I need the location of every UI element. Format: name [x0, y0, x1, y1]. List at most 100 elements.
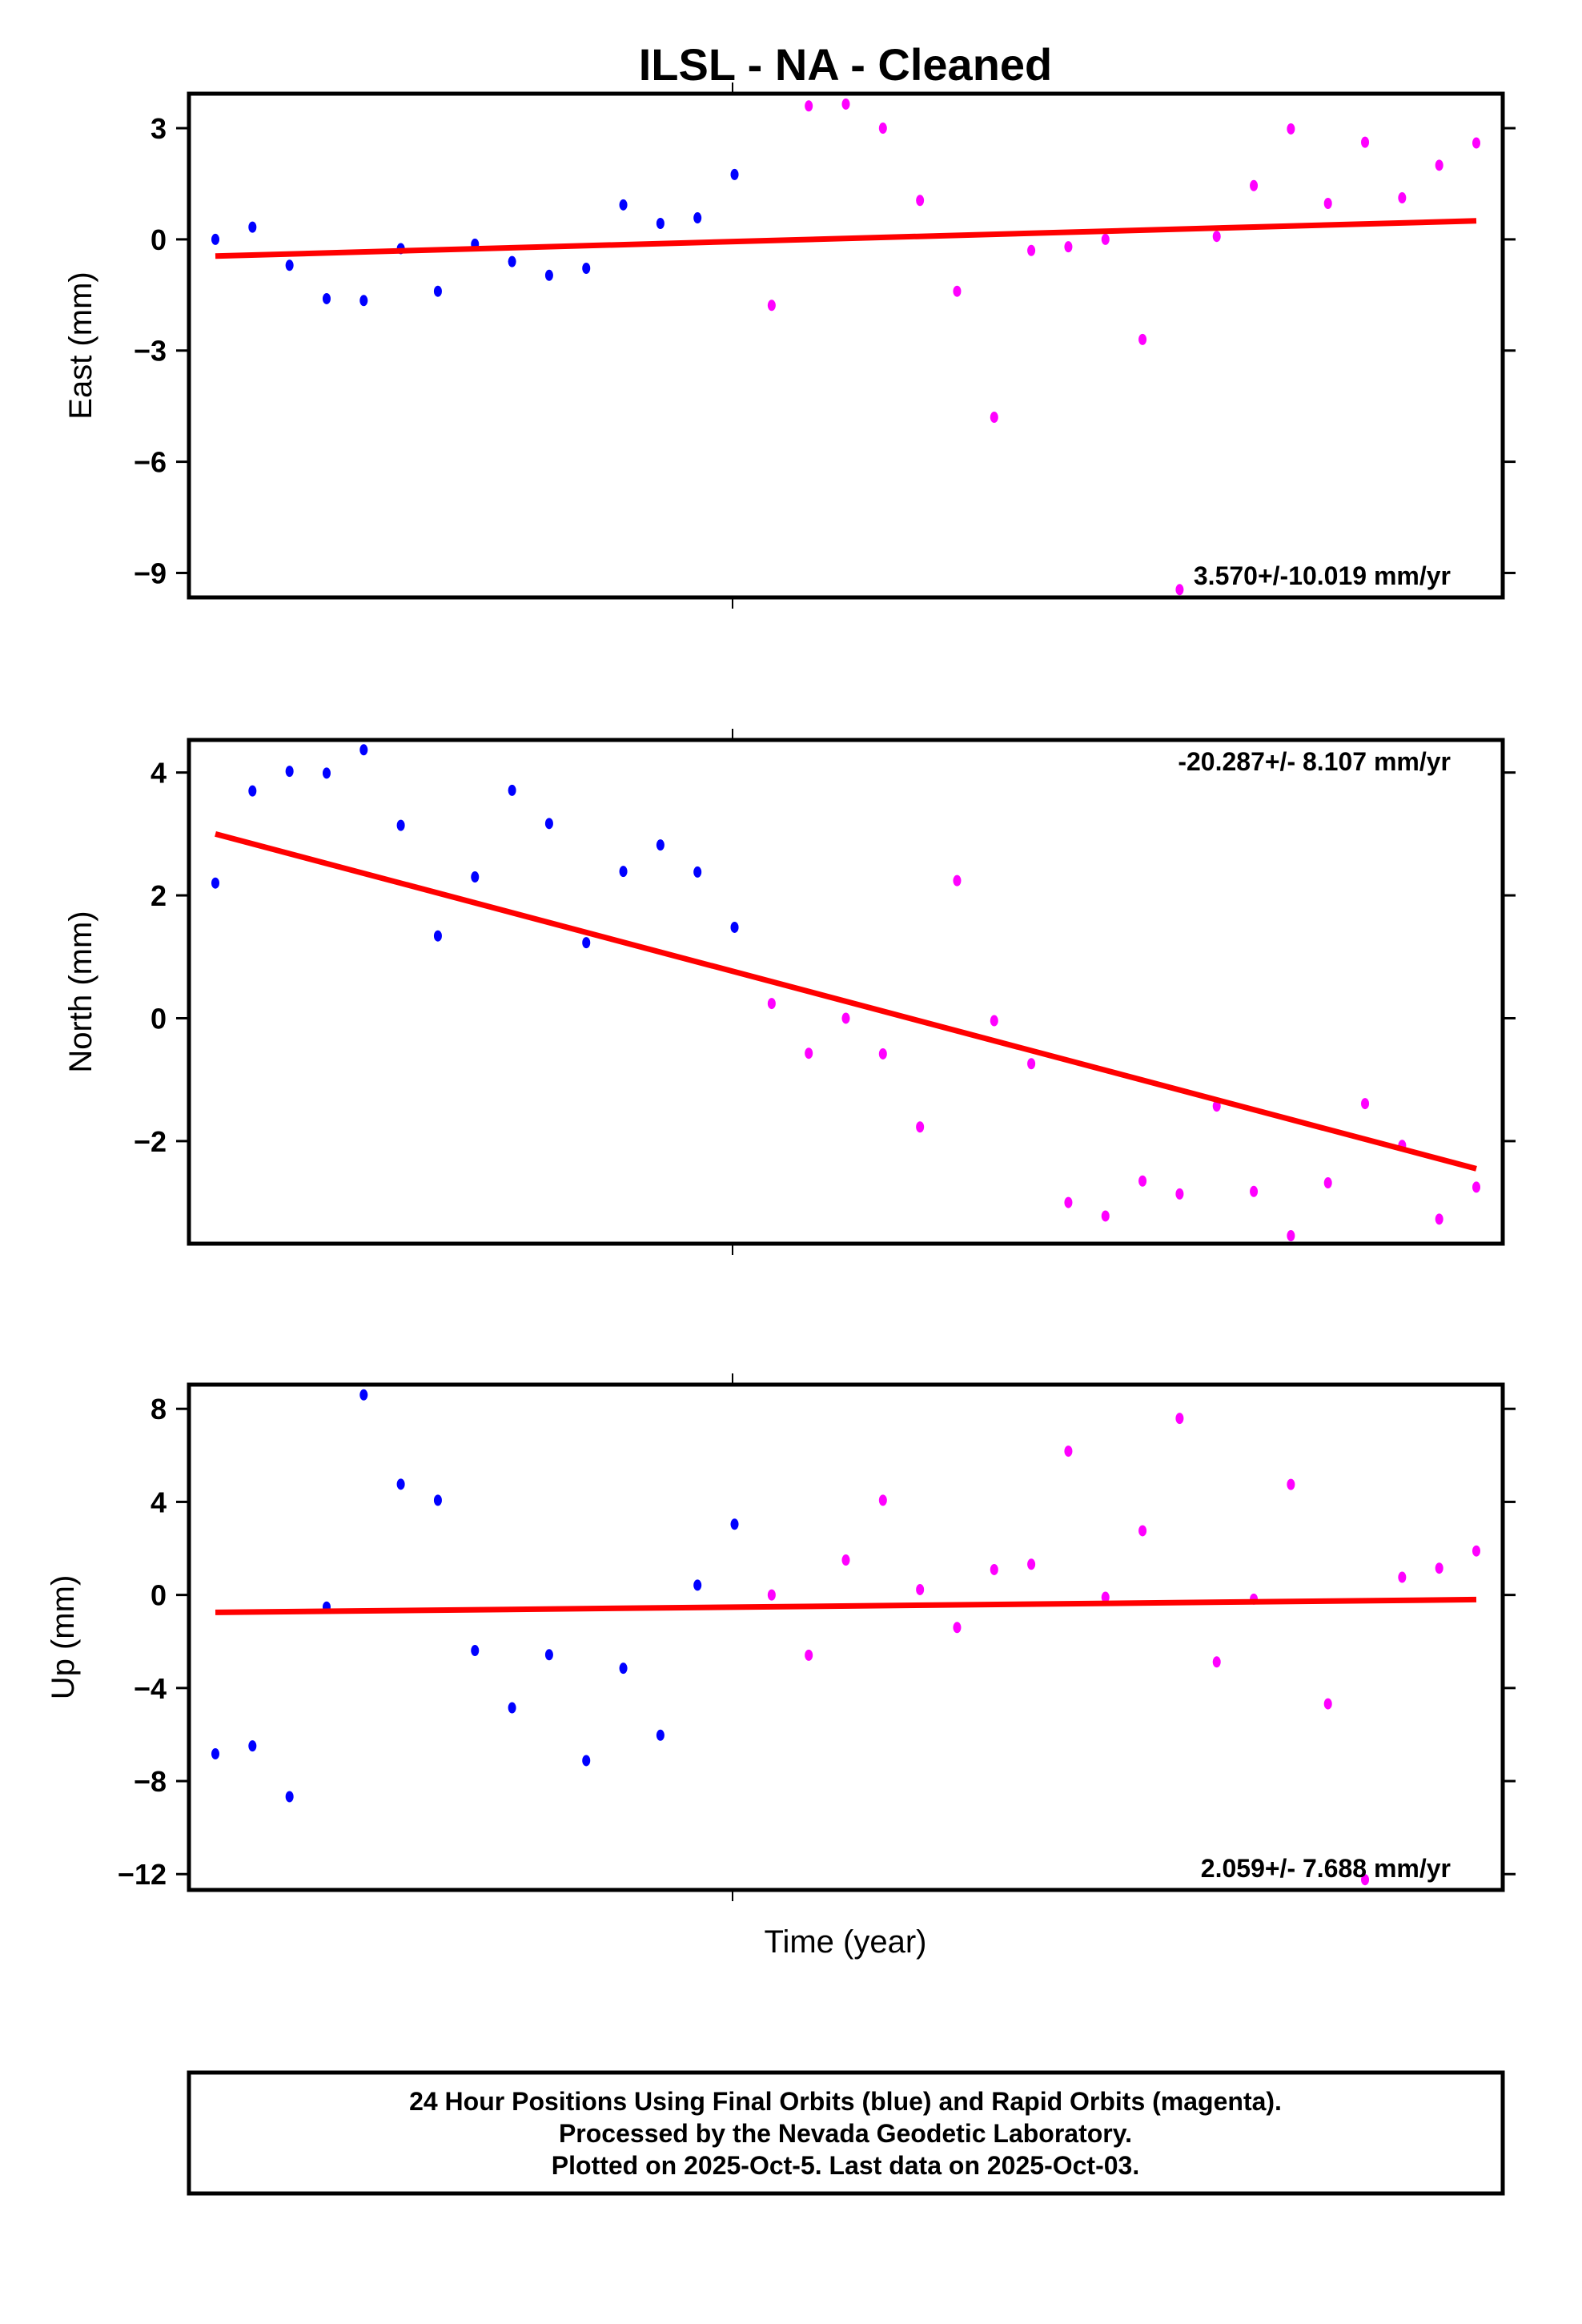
east-rapid-point	[1175, 584, 1184, 596]
up-ytick-label: 4	[151, 1486, 167, 1518]
east-final-point	[693, 212, 702, 224]
up-final-point	[471, 1645, 480, 1657]
north-final-point	[211, 877, 219, 889]
north-rapid-point	[841, 1012, 850, 1024]
north-rapid-point	[1064, 1196, 1073, 1208]
north-rapid-point	[1175, 1188, 1184, 1200]
east-ytick-label: −9	[134, 557, 167, 589]
east-final-point	[544, 269, 553, 281]
up-rapid-point	[1361, 1874, 1370, 1886]
up-trend-line	[215, 1596, 1477, 1615]
east-rapid-point	[805, 100, 813, 112]
up-final-point	[359, 1389, 368, 1401]
up-rapid-point	[1175, 1413, 1184, 1425]
up-final-point	[433, 1494, 442, 1506]
footer-line-2: Processed by the Nevada Geodetic Laborat…	[559, 2119, 1132, 2148]
east-rapid-point	[1287, 123, 1295, 135]
east-panel: 3 0 −3 −6 −9 East (mm) 3.570+/-10.019 mm/yr	[63, 82, 1516, 609]
north-final-point	[433, 930, 442, 942]
up-rapid-point	[916, 1583, 925, 1595]
north-final-point	[619, 866, 628, 878]
up-rapid-point	[1064, 1445, 1073, 1458]
up-final-point	[656, 1729, 665, 1741]
north-panel: 4 2 0 −2 North (mm) -20.287+/- 8.107 mm/yr	[63, 729, 1516, 1255]
east-rapid-point	[1472, 137, 1480, 149]
east-rapid-point	[841, 98, 850, 110]
north-rapid-point	[1435, 1213, 1443, 1225]
up-ytick-label: 8	[151, 1393, 167, 1425]
up-rapid-point	[1472, 1545, 1480, 1557]
chart-title: ILSL - NA - Cleaned	[639, 39, 1053, 90]
up-frame	[187, 1382, 1505, 1892]
north-rapid-point	[1361, 1098, 1370, 1110]
north-rapid-point	[990, 1015, 998, 1027]
up-rate-label: 2.059+/- 7.688 mm/yr	[1201, 1854, 1451, 1883]
up-rapid-point	[1435, 1562, 1443, 1574]
north-trend-line	[215, 830, 1477, 1172]
north-rate-label: -20.287+/- 8.107 mm/yr	[1178, 747, 1451, 776]
north-final-point	[508, 784, 516, 796]
east-rapid-point	[953, 285, 962, 297]
east-final-point	[619, 199, 628, 211]
north-final-point	[285, 766, 294, 778]
east-final-point	[508, 255, 516, 267]
up-final-point	[693, 1579, 702, 1591]
east-rapid-point	[1212, 231, 1221, 243]
up-final-point	[619, 1663, 628, 1675]
east-rapid-point	[1064, 241, 1073, 253]
north-final-point	[544, 818, 553, 830]
north-final-point	[471, 871, 480, 883]
east-rapid-point	[1138, 333, 1147, 345]
north-final-point	[656, 839, 665, 851]
east-final-point	[656, 217, 665, 229]
up-rapid-point	[1398, 1571, 1407, 1583]
north-ytick-label: 2	[151, 879, 167, 912]
north-rapid-point	[1027, 1058, 1036, 1070]
up-final-point	[508, 1702, 516, 1714]
north-ytick-label: 0	[151, 1002, 167, 1035]
up-rapid-point	[1101, 1591, 1110, 1603]
east-y-axis-label: East (mm)	[63, 271, 98, 419]
east-rapid-point	[1435, 159, 1443, 171]
east-rapid-point	[878, 123, 887, 135]
east-final-point	[730, 168, 739, 180]
east-rapid-point	[767, 300, 776, 312]
up-ytick-label: −8	[134, 1765, 167, 1798]
east-rapid-point	[1398, 192, 1407, 204]
up-final-point	[582, 1755, 591, 1767]
east-final-point	[359, 295, 368, 307]
up-rapid-point	[841, 1554, 850, 1566]
north-y-axis-label: North (mm)	[63, 911, 98, 1072]
north-final-point	[730, 921, 739, 933]
north-final-point	[248, 785, 257, 797]
up-rapid-point	[767, 1589, 776, 1601]
north-rapid-point	[1250, 1185, 1259, 1197]
east-rapid-point	[990, 412, 998, 424]
up-ytick-label: −12	[118, 1858, 167, 1891]
east-final-point	[582, 262, 591, 274]
east-rapid-point	[1323, 198, 1332, 210]
east-ytick-label: 3	[151, 112, 167, 145]
north-final-point	[322, 767, 331, 779]
up-rapid-point	[878, 1494, 887, 1506]
east-trend-line	[215, 218, 1477, 259]
east-final-point	[285, 259, 294, 271]
north-rapid-point	[953, 875, 962, 887]
up-rapid-point	[1323, 1698, 1332, 1710]
up-final-point	[285, 1791, 294, 1803]
east-final-point	[248, 221, 257, 233]
up-final-point	[248, 1740, 257, 1752]
east-rapid-point	[1027, 244, 1036, 256]
north-final-point	[582, 937, 591, 949]
north-rapid-point	[1101, 1210, 1110, 1222]
up-final-point	[211, 1748, 219, 1760]
north-rapid-point	[878, 1047, 887, 1059]
north-ytick-label: −2	[134, 1125, 167, 1158]
east-rapid-point	[1250, 179, 1259, 191]
up-ytick-label: −4	[134, 1672, 167, 1705]
north-rapid-point	[1323, 1177, 1332, 1189]
up-ytick-label: 0	[151, 1579, 167, 1612]
footer-box: 24 Hour Positions Using Final Orbits (bl…	[187, 2070, 1505, 2196]
north-rapid-point	[1287, 1230, 1295, 1242]
east-final-point	[211, 233, 219, 245]
